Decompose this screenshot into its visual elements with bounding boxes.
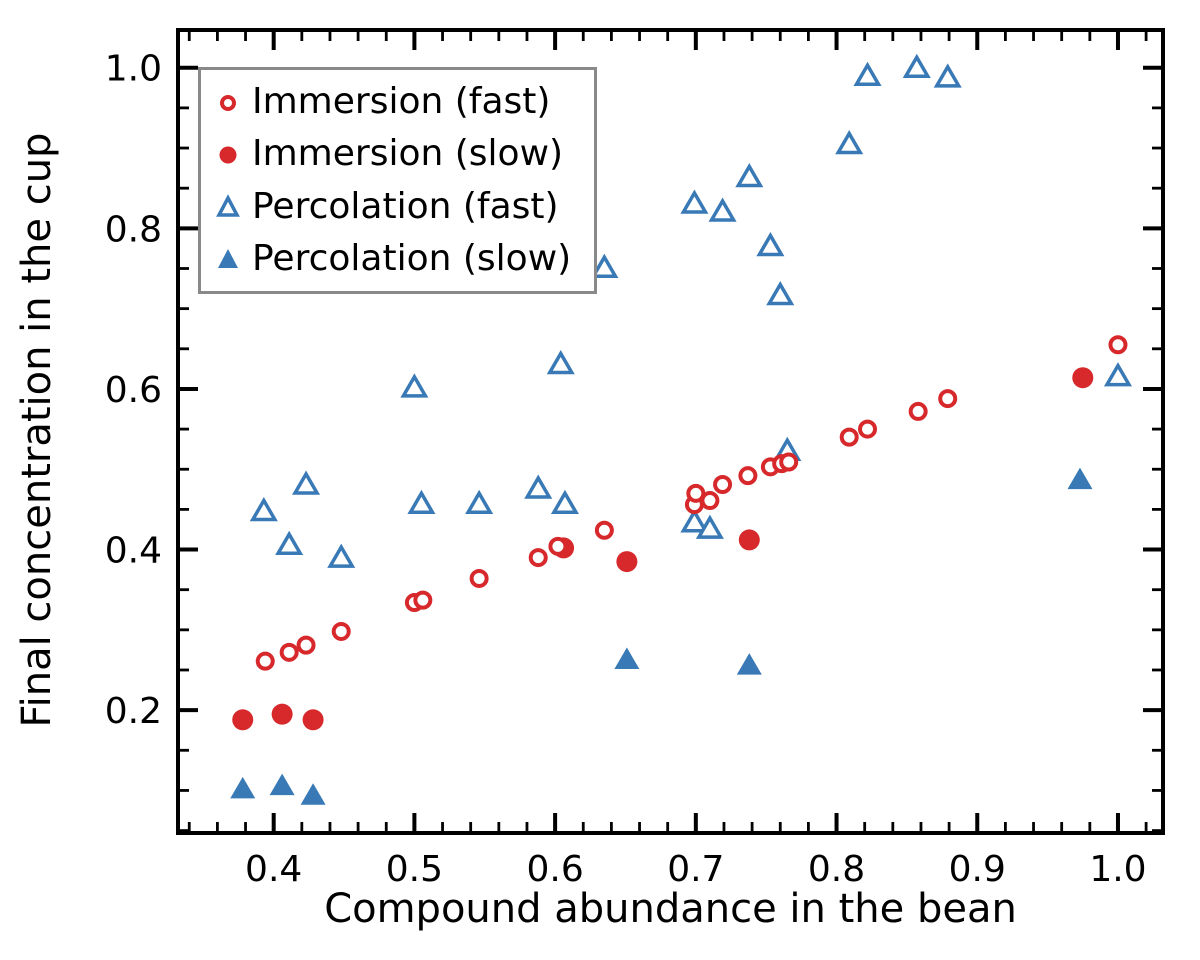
- percolation-fast-marker: [407, 489, 436, 515]
- immersion-fast-marker: [296, 635, 316, 655]
- percolation-slow-marker: [1067, 467, 1093, 490]
- legend-label: Percolation (fast): [252, 185, 559, 227]
- legend-label: Immersion (slow): [252, 133, 564, 175]
- y-tick-label: 1.0: [105, 49, 162, 90]
- immersion-fast-marker: [1108, 335, 1128, 355]
- percolation-fast-marker: [465, 489, 494, 515]
- immersion-slow-marker: [271, 703, 293, 725]
- immersion-fast-marker: [839, 427, 859, 447]
- filled-triangle-icon: [218, 248, 238, 268]
- percolation-fast-marker: [275, 530, 304, 555]
- open-triangle-icon: [216, 193, 240, 217]
- immersion-fast-marker: [255, 651, 275, 671]
- immersion-fast-marker: [279, 642, 299, 662]
- immersion-fast-marker: [686, 483, 706, 503]
- percolation-fast-marker: [546, 350, 575, 375]
- percolation-fast-marker: [249, 497, 278, 522]
- x-tick-label: 0.4: [245, 849, 302, 890]
- percolation-fast-marker: [708, 197, 737, 222]
- percolation-slow-marker: [300, 783, 326, 805]
- immersion-fast-marker: [713, 474, 733, 494]
- immersion-fast-marker: [858, 419, 877, 439]
- percolation-fast-marker: [853, 61, 882, 87]
- percolation-fast-marker: [292, 470, 321, 495]
- percolation-fast-marker: [756, 232, 785, 257]
- legend-label: Percolation (slow): [252, 237, 572, 279]
- x-axis-label: Compound abundance in the bean: [324, 886, 1017, 932]
- immersion-slow-marker: [738, 529, 760, 551]
- legend-item-percolation-slow: Percolation (slow): [213, 237, 594, 279]
- y-tick-label: 0.4: [105, 531, 162, 572]
- percolation-fast-marker: [400, 373, 429, 398]
- percolation-fast-marker: [902, 53, 931, 78]
- x-tick-label: 1.0: [1089, 849, 1146, 890]
- x-tick-label: 0.8: [808, 849, 865, 890]
- immersion-slow-marker: [1072, 367, 1094, 389]
- legend-item-immersion-slow: Immersion (slow): [213, 136, 594, 172]
- y-tick-label: 0.8: [105, 209, 162, 250]
- percolation-fast-marker: [1103, 362, 1133, 387]
- x-tick-label: 0.6: [526, 849, 583, 890]
- percolation-fast-marker: [933, 63, 962, 88]
- percolation-slow-marker: [736, 653, 762, 675]
- immersion-fast-marker: [908, 401, 928, 421]
- immersion-fast-marker: [738, 466, 758, 486]
- x-tick-label: 0.9: [949, 849, 1006, 890]
- percolation-fast-marker: [735, 162, 764, 188]
- percolation-fast-marker: [835, 130, 864, 155]
- immersion-fast-marker: [413, 590, 433, 610]
- legend: Immersion (fast) Immersion (slow) Percol…: [198, 67, 597, 294]
- immersion-slow-marker: [232, 709, 254, 731]
- immersion-fast-marker: [779, 452, 799, 472]
- percolation-fast-marker: [695, 514, 724, 539]
- percolation-fast-marker: [550, 489, 579, 515]
- immersion-slow-marker: [616, 551, 638, 573]
- immersion-fast-marker: [528, 548, 548, 568]
- percolation-slow-marker: [614, 647, 640, 670]
- percolation-fast-marker: [680, 508, 709, 533]
- percolation-fast-marker: [327, 543, 356, 568]
- percolation-slow-marker: [269, 773, 295, 796]
- legend-item-immersion-fast: Immersion (fast): [213, 84, 594, 120]
- legend-label: Immersion (fast): [252, 81, 551, 123]
- x-tick-label: 0.7: [667, 849, 724, 890]
- immersion-fast-marker: [331, 621, 351, 641]
- immersion-fast-marker: [700, 491, 720, 511]
- percolation-fast-marker: [524, 474, 553, 499]
- legend-item-percolation-fast: Percolation (fast): [213, 185, 594, 227]
- immersion-fast-marker: [548, 536, 568, 556]
- y-tick-label: 0.6: [105, 370, 162, 411]
- filled-circle-icon: [219, 146, 237, 164]
- percolation-slow-marker: [230, 776, 256, 799]
- immersion-fast-marker: [469, 568, 489, 588]
- x-tick-label: 0.5: [386, 849, 443, 890]
- immersion-slow-marker: [302, 709, 324, 731]
- y-tick-label: 0.2: [105, 691, 162, 732]
- percolation-fast-marker: [590, 253, 619, 278]
- axes-frame: [176, 28, 1165, 835]
- percolation-fast-marker: [766, 280, 795, 306]
- y-axis-label: Final concentration in the cup: [14, 132, 60, 728]
- open-circle-icon: [220, 95, 236, 112]
- percolation-fast-marker: [680, 189, 709, 214]
- immersion-fast-marker: [938, 389, 958, 409]
- immersion-fast-marker: [594, 520, 614, 540]
